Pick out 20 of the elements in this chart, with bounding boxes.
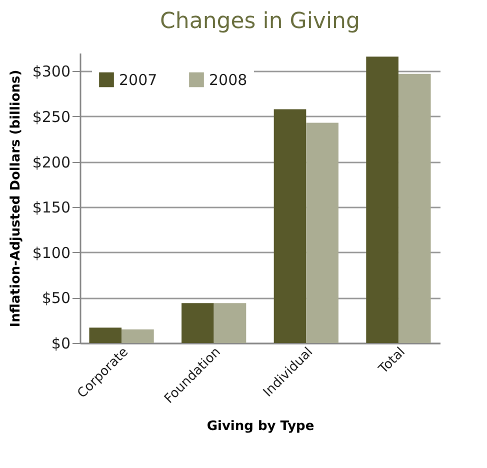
bar xyxy=(306,122,338,343)
y-tick-label: $150 xyxy=(32,198,70,217)
bar xyxy=(89,328,122,343)
legend-label: 2007 xyxy=(119,70,158,89)
chart-title: Changes in Giving xyxy=(160,9,360,34)
y-axis-title: Inflation-Adjusted Dollars (billions) xyxy=(8,70,24,328)
y-tick-label: $300 xyxy=(32,62,70,81)
y-tick-label: $0 xyxy=(51,334,70,352)
bar xyxy=(122,329,154,343)
legend-label: 2008 xyxy=(209,70,248,89)
x-axis-title: Giving by Type xyxy=(206,419,314,434)
y-tick-label: $50 xyxy=(42,289,70,308)
y-tick-label: $250 xyxy=(32,108,70,126)
bar xyxy=(274,109,306,343)
y-tick-label: $200 xyxy=(32,153,70,172)
bar xyxy=(398,74,431,343)
bar xyxy=(214,303,246,343)
y-tick-label: $100 xyxy=(32,244,70,262)
bar xyxy=(182,303,214,343)
bar xyxy=(366,56,398,343)
